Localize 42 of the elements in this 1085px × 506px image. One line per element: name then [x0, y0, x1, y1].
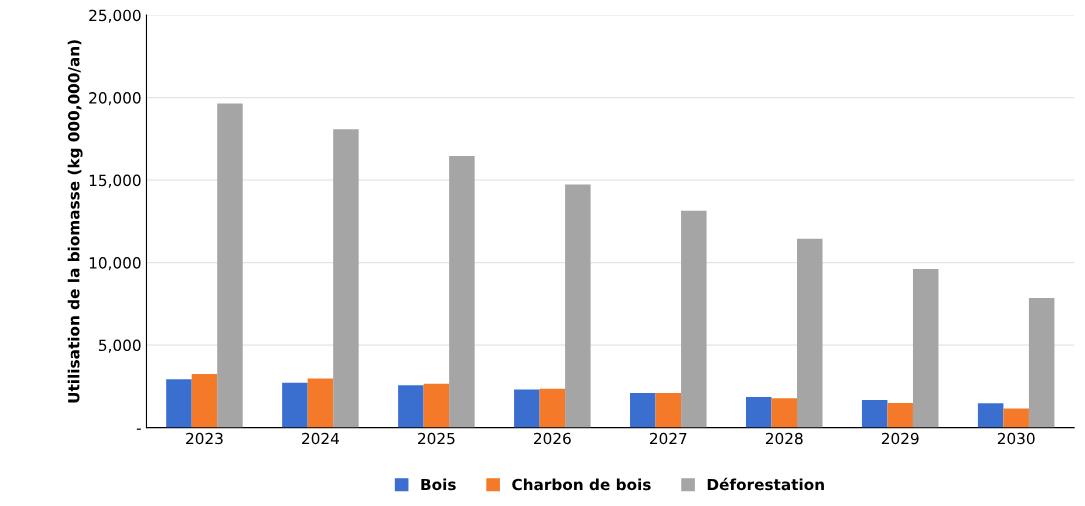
- bar: [333, 129, 359, 428]
- bar: [1003, 408, 1029, 428]
- x-tick-label: 2023: [186, 432, 223, 445]
- x-tick-label: 2029: [881, 432, 919, 445]
- bar: [217, 103, 243, 428]
- y-tick-label: 15,000: [89, 174, 141, 188]
- bar: [771, 398, 798, 428]
- x-tick-label: 2026: [534, 432, 571, 445]
- y-axis-title: Utilisation de la biomasse (kg 000,000/an): [67, 40, 83, 403]
- y-tick-label: 10,000: [89, 257, 141, 271]
- y-tick-label: 25,000: [89, 9, 141, 23]
- bar: [797, 238, 823, 428]
- bar: [861, 400, 888, 428]
- bar: [166, 379, 192, 428]
- bar: [887, 402, 913, 428]
- bar: [977, 403, 1004, 428]
- y-tick-label: 20,000: [89, 92, 141, 106]
- x-tick-label: 2024: [302, 432, 339, 445]
- bar: [681, 210, 707, 428]
- bar: [398, 385, 424, 428]
- bar: [282, 382, 308, 428]
- bar: [745, 396, 772, 428]
- bar: [630, 392, 656, 428]
- bar: [565, 184, 591, 428]
- bar: [191, 374, 218, 428]
- legend-label: Déforestation: [707, 477, 824, 491]
- bar: [912, 268, 939, 428]
- y-tick-label: -: [136, 428, 141, 430]
- x-tick-label: 2030: [997, 432, 1035, 445]
- bar: [1028, 297, 1055, 428]
- x-tick-label: 2027: [649, 432, 687, 445]
- bar: [655, 392, 682, 428]
- legend-label: Bois: [421, 478, 456, 491]
- bar: [539, 388, 566, 428]
- x-tick-label: 2028: [765, 432, 803, 445]
- bar: [514, 389, 540, 428]
- bar: [307, 378, 334, 428]
- x-tick-label: 2025: [418, 432, 455, 445]
- bar: [449, 155, 475, 428]
- y-tick-label: 5,000: [99, 339, 141, 353]
- bar: [423, 383, 450, 428]
- legend-label: Charbon de bois: [512, 478, 651, 491]
